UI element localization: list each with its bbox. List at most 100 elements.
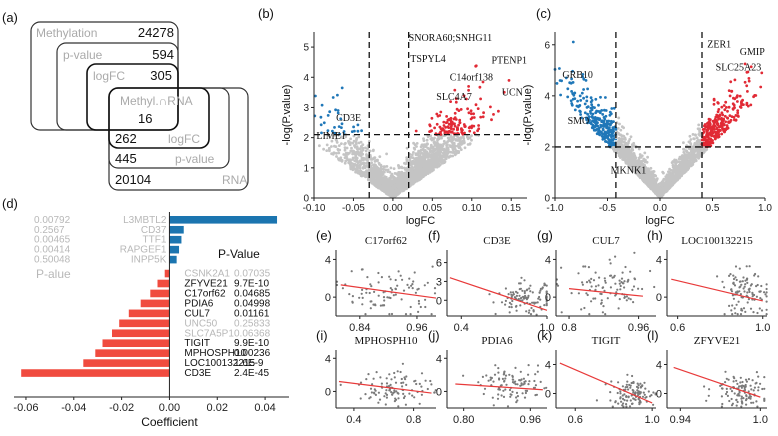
volcano-point	[356, 166, 359, 170]
bar-negative	[128, 309, 170, 318]
x-tick-label: 1.0	[539, 322, 554, 334]
volcano-point	[454, 138, 458, 141]
volcano-point	[692, 137, 696, 141]
scatter-point	[492, 301, 495, 304]
volcano-point	[465, 97, 468, 101]
volcano-point	[682, 150, 686, 154]
volcano-point	[599, 130, 603, 134]
volcano-plot-rna: -1.0 -0.5 0.0 0.5 1.00246logFC-log(P.value)Z…	[522, 32, 772, 227]
volcano-point	[372, 177, 376, 181]
volcano-point	[706, 125, 709, 128]
scatter-point	[416, 288, 419, 291]
volcano-point	[564, 76, 568, 80]
volcano-point	[690, 151, 694, 155]
volcano-point	[661, 183, 664, 187]
gene-annotation: SMO	[568, 116, 590, 127]
volcano-point	[689, 158, 692, 161]
volcano-point	[402, 188, 406, 192]
scatter-point	[525, 297, 529, 300]
panel-label-i: (i)	[316, 328, 328, 343]
volcano-point	[352, 125, 355, 129]
volcano-point	[729, 80, 733, 84]
volcano-point	[349, 141, 352, 145]
x-tick-label: -1.0	[546, 203, 564, 214]
volcano-point	[620, 137, 623, 141]
volcano-point	[343, 161, 347, 165]
volcano-point	[416, 162, 420, 165]
venn-label-methylation: Methylation	[36, 26, 97, 40]
scatter-point	[525, 310, 528, 313]
gene-annotation: LIME1	[316, 131, 345, 142]
y-tick-label: 3	[303, 103, 309, 114]
bar-negative	[164, 269, 170, 278]
y-tick-label: 1	[303, 163, 309, 174]
volcano-point	[629, 156, 633, 160]
scatter-point	[381, 304, 384, 307]
volcano-point	[611, 131, 614, 135]
scatter-point	[394, 288, 397, 291]
volcano-point	[616, 126, 620, 130]
volcano-point	[709, 132, 712, 136]
bar-gene-label: UNC50	[184, 318, 217, 329]
volcano-point	[384, 175, 388, 179]
panel-label-k: (k)	[537, 328, 552, 343]
volcano-point	[657, 184, 661, 188]
scatter-point	[531, 291, 534, 294]
volcano-point	[746, 90, 749, 93]
volcano-point	[630, 158, 633, 162]
volcano-point	[689, 138, 693, 141]
bar-gene-label: SLC7A5P1	[184, 328, 234, 339]
volcano-point	[452, 136, 455, 140]
volcano-point	[429, 158, 433, 162]
volcano-point	[677, 172, 681, 175]
volcano-point	[322, 121, 326, 125]
volcano-point	[397, 180, 401, 184]
volcano-point	[346, 152, 350, 156]
volcano-point	[687, 160, 691, 164]
volcano-point	[336, 111, 340, 115]
scatter-point	[414, 291, 417, 294]
volcano-point	[422, 149, 426, 153]
volcano-point	[405, 183, 409, 187]
volcano-point	[580, 116, 583, 120]
volcano-point	[616, 142, 620, 145]
volcano-point	[335, 139, 338, 142]
volcano-point	[459, 136, 463, 140]
bar-gene-label: PDIA6	[184, 298, 213, 309]
volcano-point	[717, 125, 721, 129]
scatter-point	[382, 296, 386, 299]
scatter-point	[360, 292, 363, 295]
scatter-point	[504, 303, 507, 306]
volcano-point	[657, 189, 661, 193]
scatter-point	[423, 284, 426, 287]
volcano-point	[659, 194, 662, 197]
volcano-point	[612, 120, 615, 123]
scatter-point	[488, 293, 491, 296]
volcano-point	[691, 147, 694, 150]
volcano-point	[714, 115, 718, 119]
volcano-point	[395, 179, 398, 182]
x-tick-label: 0.00	[159, 402, 180, 414]
bar-gene-label: CSNK2A1	[184, 269, 230, 280]
x-tick-label: 0.4	[454, 322, 469, 334]
y-axis-title: -log(P.value)	[522, 85, 534, 146]
volcano-point	[412, 174, 416, 178]
volcano-point	[633, 154, 637, 158]
volcano-point	[336, 147, 340, 151]
volcano-point	[497, 109, 500, 113]
panel-label-b: (b)	[258, 6, 274, 21]
volcano-point	[404, 179, 408, 182]
volcano-point	[359, 174, 363, 178]
x-tick-label: 0.05	[423, 203, 443, 214]
volcano-point	[652, 170, 655, 173]
volcano-point	[412, 177, 416, 181]
volcano-point	[403, 161, 406, 165]
volcano-point	[447, 126, 450, 129]
volcano-point	[643, 160, 647, 164]
volcano-point	[609, 142, 613, 146]
volcano-point	[374, 182, 378, 186]
gene-annotation: TSPYL4	[410, 54, 446, 65]
volcano-point	[580, 91, 584, 95]
